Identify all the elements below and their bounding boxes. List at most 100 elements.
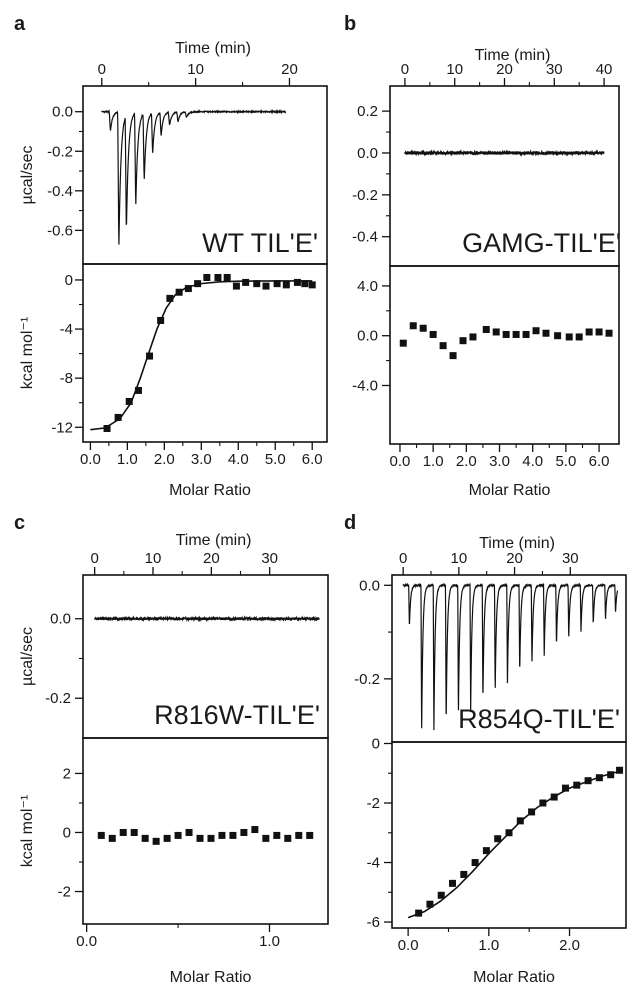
panel-b-data-point xyxy=(565,333,573,341)
panel-d-data-point xyxy=(516,817,524,825)
panel-a-top-y-tick-label: -0.6 xyxy=(47,222,73,239)
panel-b-data-point xyxy=(575,333,583,341)
panel-d-bottom-y-tick-label: -6 xyxy=(367,914,380,931)
panel-a-data-point xyxy=(134,386,142,394)
panel-b-bottom-y-tick-label: -4.0 xyxy=(352,377,378,394)
panel-d-data-point xyxy=(494,835,502,843)
panel-c-data-point xyxy=(207,834,215,842)
panel-b-thermogram-trace xyxy=(404,149,605,157)
panel-c-bottom-frame xyxy=(82,737,329,925)
panel-c-data-point xyxy=(141,834,149,842)
panel-a-molar-ratio-axis-label: Molar Ratio xyxy=(169,482,251,499)
panel-b-data-point xyxy=(492,328,500,336)
panel-a-data-point xyxy=(232,282,240,290)
panel-c-top-x-tick-label: 20 xyxy=(203,550,220,567)
panel-a-title: WT TIL'E' xyxy=(202,228,318,258)
panel-d-top-y-tick-label: -0.2 xyxy=(354,671,380,688)
panel-c-label: c xyxy=(14,512,25,534)
panel-a-data-point xyxy=(157,316,165,324)
panel-a-thermogram-trace xyxy=(101,108,287,245)
panel-b-data-point xyxy=(482,325,490,333)
panel-c-data-point xyxy=(174,831,182,839)
panel-c-data-point xyxy=(163,834,171,842)
panel-b-bottom-x-tick-label: 6.0 xyxy=(589,453,610,470)
panel-b-data-point xyxy=(502,330,510,338)
panel-c-top-y-tick-label: 0.0 xyxy=(50,611,71,628)
panel-b-title: GAMG-TIL'E' xyxy=(462,228,621,258)
panel-d-data-point xyxy=(460,870,468,878)
panel-c-bottom-y-tick-label: 2 xyxy=(63,765,71,782)
panel-b-data-point xyxy=(439,342,447,350)
panel-c-data-point xyxy=(251,826,259,834)
panel-a-data-point xyxy=(242,278,250,286)
panel-d-bottom-frame xyxy=(391,741,627,929)
panel-a-data-point xyxy=(214,274,222,282)
panel-b-data-point xyxy=(399,339,407,347)
panel-c-data-point xyxy=(185,828,193,836)
panel-d-data-point xyxy=(415,909,423,917)
panel-b-data-point xyxy=(522,330,530,338)
panel-b-top-x-tick-label: 20 xyxy=(496,61,513,78)
panel-d-data-point xyxy=(505,829,513,837)
panel-b-data-point xyxy=(554,332,562,340)
panel-a-fit-curve xyxy=(90,280,313,431)
panel-a-top-y-tick-label: -0.4 xyxy=(47,183,73,200)
panel-d-molar-ratio-axis-label: Molar Ratio xyxy=(473,969,555,986)
panel-b-bottom-x-tick-label: 4.0 xyxy=(522,453,543,470)
panel-a-data-point xyxy=(114,413,122,421)
panel-b-bottom-x-tick-label: 5.0 xyxy=(555,453,576,470)
panel-c-data-point xyxy=(284,834,292,842)
panel-a-data-point xyxy=(175,288,183,296)
panel-b-top-y-tick-label: -0.4 xyxy=(352,229,378,246)
panel-c-bottom-y-tick-label: -2 xyxy=(58,884,71,901)
panel-b-data-point xyxy=(429,330,437,338)
panel-a-top-x-tick-label: 10 xyxy=(187,61,204,78)
panel-a-data-point xyxy=(282,281,290,289)
panel-a-data-point xyxy=(293,278,301,286)
panel-c-data-point xyxy=(196,834,204,842)
panel-c-title: R816W-TIL'E' xyxy=(154,700,320,730)
panel-d-data-point xyxy=(561,784,569,792)
panel-a-time-axis-label: Time (min) xyxy=(175,40,251,57)
panel-d-data-point xyxy=(584,777,592,785)
panel-c-bottom-y-tick-label: 0 xyxy=(63,824,71,841)
panel-a-bottom-x-tick-label: 3.0 xyxy=(191,451,212,468)
panel-b-bottom-y-tick-label: 4.0 xyxy=(357,278,378,295)
panel-b-bottom-x-tick-label: 1.0 xyxy=(423,453,444,470)
panel-b-bottom-x-tick-label: 3.0 xyxy=(489,453,510,470)
panel-a-data-point xyxy=(184,285,192,293)
panel-c-data-point xyxy=(273,831,281,839)
panel-b-data-point xyxy=(409,322,417,330)
panel-a-top-y-tick-label: -0.2 xyxy=(47,143,73,160)
panel-d-time-axis-label: Time (min) xyxy=(479,535,555,552)
panel-d-data-point xyxy=(607,771,615,779)
panel-a-data-point xyxy=(146,352,154,360)
panel-c-top-y-axis-label: µcal/sec xyxy=(19,627,36,686)
panel-a-bottom-x-tick-label: 6.0 xyxy=(302,451,323,468)
panel-a-data-point xyxy=(223,274,231,282)
panel-a-bottom-x-tick-label: 5.0 xyxy=(265,451,286,468)
panel-b-molar-ratio-axis-label: Molar Ratio xyxy=(469,482,551,499)
panel-b-top-y-tick-label: -0.2 xyxy=(352,187,378,204)
panel-a-data-point xyxy=(253,280,261,288)
panel-a-bottom-y-tick-label: -12 xyxy=(51,419,73,436)
panel-d-bottom-y-tick-label: -4 xyxy=(367,855,380,872)
panel-c-data-point xyxy=(97,831,105,839)
panel-b-top-x-tick-label: 10 xyxy=(446,61,463,78)
panel-b-top-x-tick-label: 40 xyxy=(596,61,613,78)
panel-a-data-point xyxy=(301,280,309,288)
panel-a-data-point xyxy=(308,281,316,289)
panel-d-data-point xyxy=(449,879,457,887)
panel-b-bottom-frame xyxy=(389,265,620,445)
panel-c-data-point xyxy=(119,828,127,836)
panel-d-fit-curve xyxy=(407,770,619,919)
panel-d-bottom-y-tick-label: -2 xyxy=(367,795,380,812)
panel-a-bottom-x-tick-label: 4.0 xyxy=(228,451,249,468)
panel-a-top-x-tick-label: 20 xyxy=(281,61,298,78)
panel-d-data-point xyxy=(550,793,558,801)
panel-a-top-y-axis-label: µcal/sec xyxy=(19,145,36,204)
panel-d-top-y-tick-label: 0.0 xyxy=(359,577,380,594)
panel-d-data-point xyxy=(426,900,434,908)
panel-c-thermogram-trace xyxy=(94,615,320,623)
